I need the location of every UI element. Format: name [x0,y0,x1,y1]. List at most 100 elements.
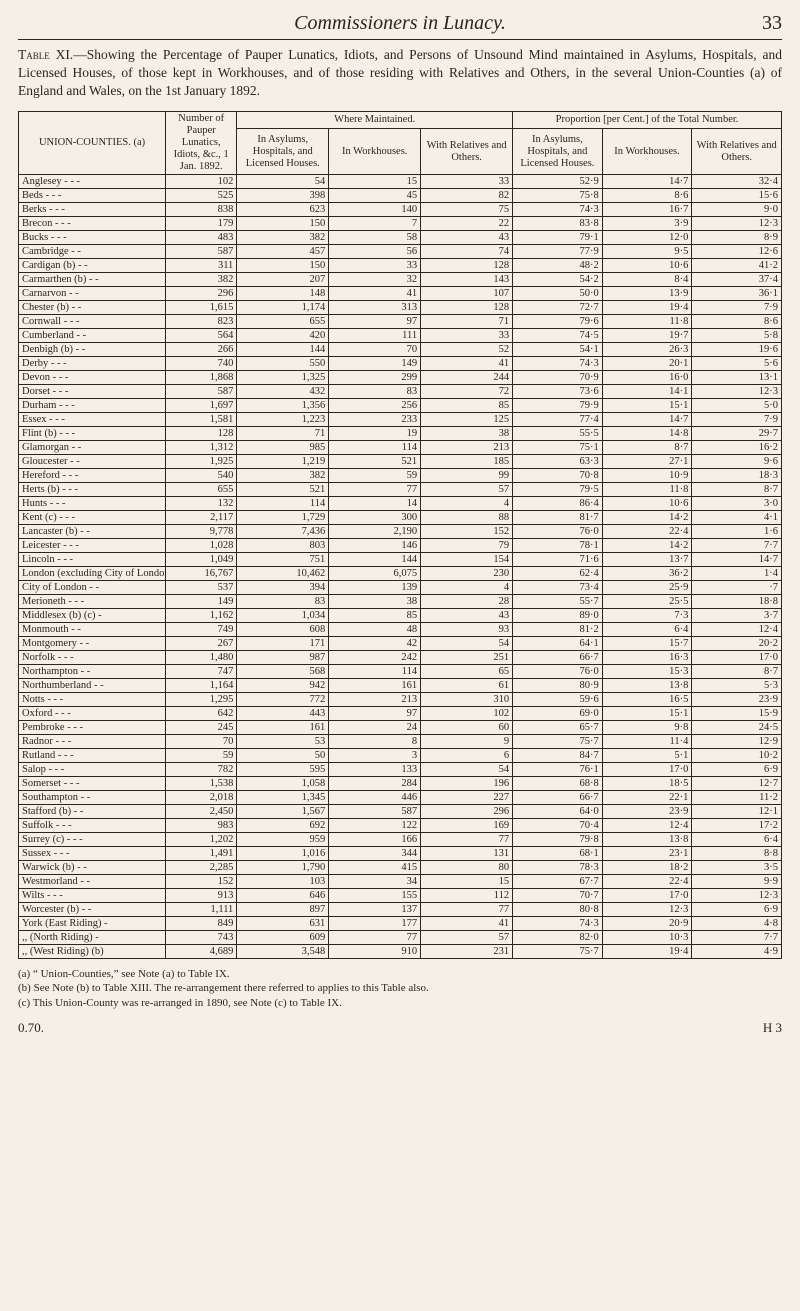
cell: 75·1 [513,440,603,454]
row-name: Hunts - - - [19,496,166,510]
cell: 70·7 [513,888,603,902]
table-row: Leicester - - -1,0288031467978·114·27·7 [19,538,782,552]
cell: 82·0 [513,930,603,944]
col-relatives-abs: With Relatives and Others. [421,129,513,175]
cell: 16·7 [602,202,692,216]
table-row: Cambridge - -587457567477·99·512·6 [19,244,782,258]
cell: 17·2 [692,818,782,832]
cell: 5·8 [692,328,782,342]
row-name: Hereford - - - [19,468,166,482]
row-name: Westmorland - - [19,874,166,888]
cell: 910 [329,944,421,958]
cell: 231 [421,944,513,958]
table-row: Radnor - - -70538975·711·412·9 [19,734,782,748]
row-name: Denbigh (b) - - [19,342,166,356]
cell: 59 [329,468,421,482]
cell: 12·7 [692,776,782,790]
cell: 1·6 [692,524,782,538]
table-row: Notts - - -1,29577221331059·616·523·9 [19,692,782,706]
cell: 125 [421,412,513,426]
cell: 69·0 [513,706,603,720]
cell: 655 [237,314,329,328]
row-name: Lincoln - - - [19,552,166,566]
cell: ·7 [692,580,782,594]
cell: 568 [237,664,329,678]
table-row: Northumberland - -1,1649421616180·913·85… [19,678,782,692]
cell: 24 [329,720,421,734]
cell: 79·8 [513,832,603,846]
cell: 79·5 [513,482,603,496]
cell: 185 [421,454,513,468]
cell: 78·3 [513,860,603,874]
cell: 1,790 [237,860,329,874]
cell: 22·4 [602,874,692,888]
cell: 33 [421,174,513,188]
cell: 114 [329,440,421,454]
footnote-a: (a) “ Union-Counties,” see Note (a) to T… [18,967,782,981]
cell: 1,868 [166,370,237,384]
table-row: Sussex - - -1,4911,01634413168·123·18·8 [19,846,782,860]
cell: 692 [237,818,329,832]
cell: 6 [421,748,513,762]
cell: 344 [329,846,421,860]
cell: 942 [237,678,329,692]
cell: 15·6 [692,188,782,202]
cell: 54 [421,762,513,776]
cell: 82 [421,188,513,202]
data-table: UNION-COUNTIES. (a) Number of Pauper Lun… [18,111,782,959]
cell: 169 [421,818,513,832]
cell: 23·1 [602,846,692,860]
cell: 65 [421,664,513,678]
cell: 85 [421,398,513,412]
cell: 99 [421,468,513,482]
cell: 10·6 [602,258,692,272]
row-name: Carmarthen (b) - - [19,272,166,286]
table-row: Devon - - -1,8681,32529924470·916·013·1 [19,370,782,384]
cell: 75 [421,202,513,216]
table-row: London (excluding City of London).16,767… [19,566,782,580]
cell: 631 [237,916,329,930]
cell: 25·9 [602,580,692,594]
page-number: 33 [742,12,782,35]
cell: 97 [329,706,421,720]
cell: 97 [329,314,421,328]
cell: 70 [329,342,421,356]
cell: 83 [237,594,329,608]
cell: 57 [421,482,513,496]
table-row: Lincoln - - -1,04975114415471·613·714·7 [19,552,782,566]
col-group-where: Where Maintained. [237,111,513,129]
cell: 32·4 [692,174,782,188]
cell: 213 [329,692,421,706]
table-row: Northampton - -7475681146576·015·38·7 [19,664,782,678]
cell: 93 [421,622,513,636]
cell: 7·7 [692,930,782,944]
page: Commissioners in Lunacy. 33 Table XI.—Sh… [0,0,800,1060]
col-number: Number of Pauper Lunatics, Idiots, &c., … [166,111,237,174]
row-name: Northampton - - [19,664,166,678]
cell: 537 [166,580,237,594]
cell: 985 [237,440,329,454]
row-name: Durham - - - [19,398,166,412]
table-row: Somerset - - -1,5381,05828419668·818·512… [19,776,782,790]
row-name: Chester (b) - - [19,300,166,314]
cell: 107 [421,286,513,300]
cell: 149 [166,594,237,608]
table-row: Worcester (b) - -1,1118971377780·812·36·… [19,902,782,916]
cell: 207 [237,272,329,286]
cell: 148 [237,286,329,300]
table-row: City of London - -537394139473·425·9·7 [19,580,782,594]
cell: 171 [237,636,329,650]
cell: 79·9 [513,398,603,412]
cell: 521 [237,482,329,496]
cell: 54 [237,174,329,188]
cell: 28 [421,594,513,608]
cell: 12·6 [692,244,782,258]
cell: 749 [166,622,237,636]
row-name: Montgomery - - [19,636,166,650]
cell: 242 [329,650,421,664]
row-name: Norfolk - - - [19,650,166,664]
cell: 913 [166,888,237,902]
cell: 50·0 [513,286,603,300]
cell: 79·6 [513,314,603,328]
cell: 150 [237,258,329,272]
